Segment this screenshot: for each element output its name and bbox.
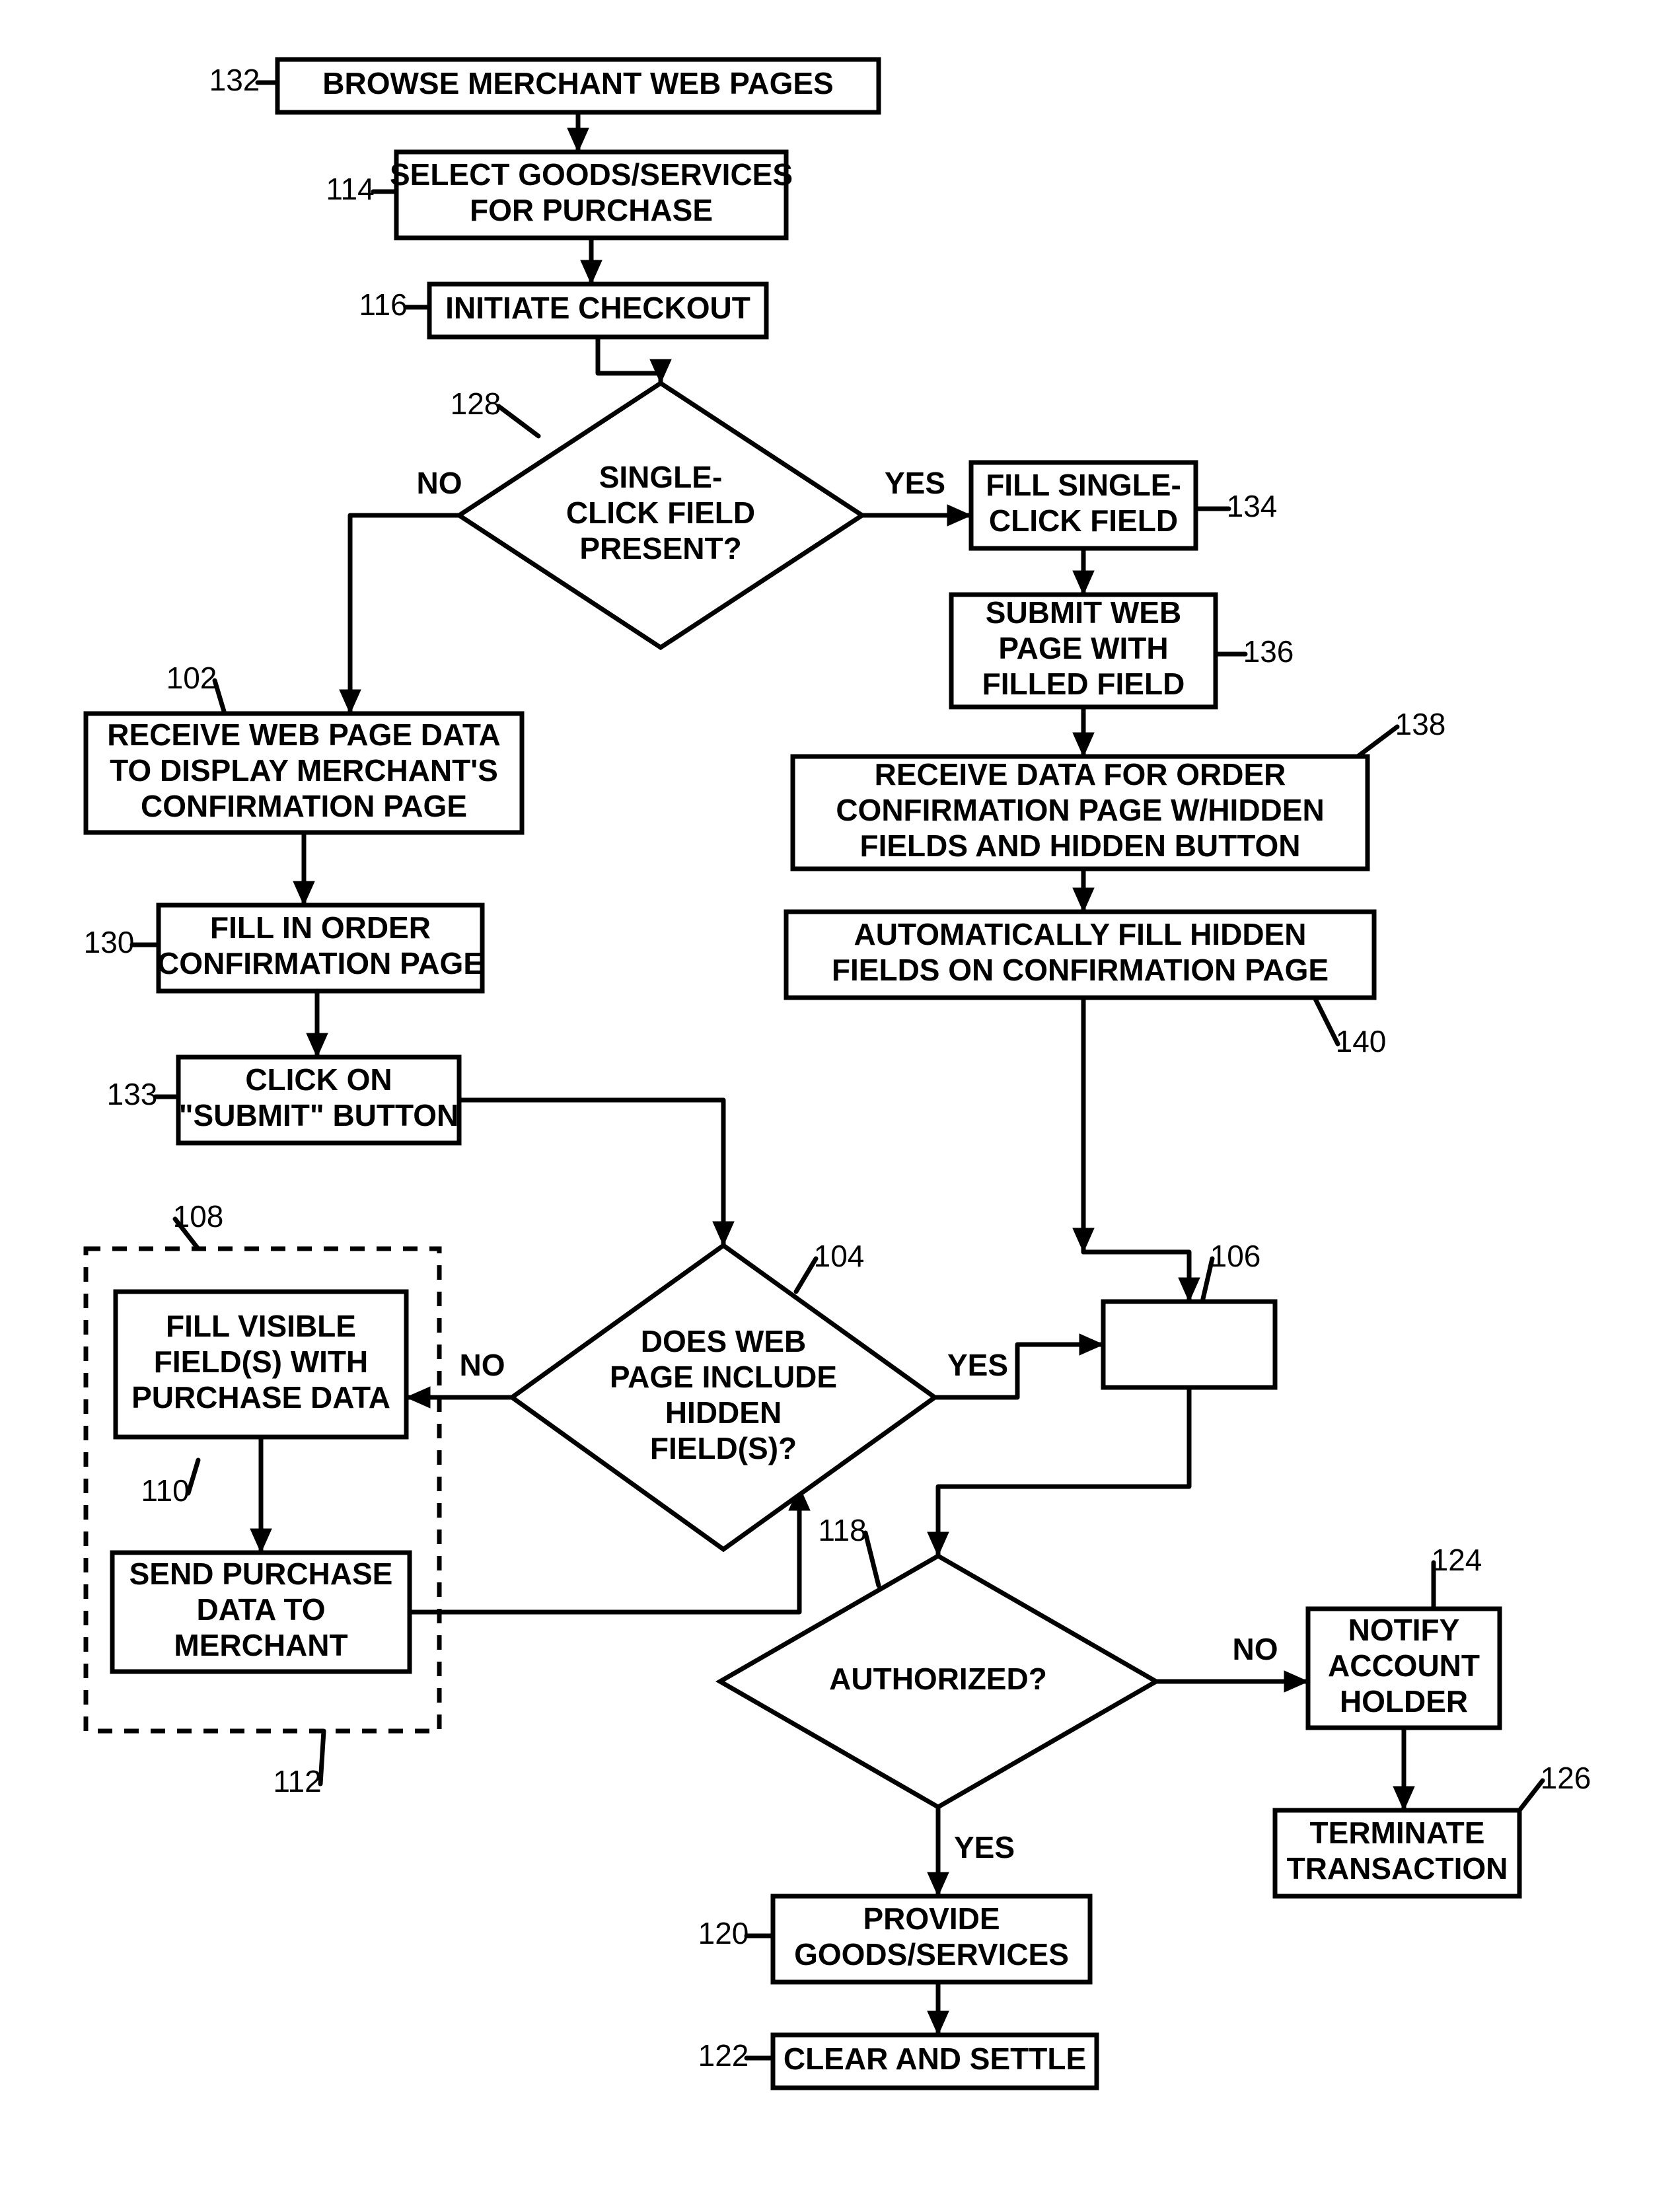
svg-text:RECEIVE DATA FOR ORDERCONFIRMA: RECEIVE DATA FOR ORDERCONFIRMATION PAGE … [836, 757, 1324, 863]
ref-label: 140 [1336, 1024, 1387, 1058]
edge-label: NO [460, 1348, 505, 1382]
ref-label: 106 [1210, 1239, 1261, 1273]
edge-label: YES [947, 1348, 1008, 1382]
svg-text:AUTHORIZED?: AUTHORIZED? [829, 1662, 1047, 1696]
ref-label: 122 [698, 2038, 749, 2073]
ref-label: 120 [698, 1916, 749, 1950]
ref-label: 102 [166, 661, 217, 695]
flowchart: NO YES NO YES NO YES BROWSE MERCHANT WEB PAGES… [0, 0, 1680, 2212]
ref-label: 132 [209, 63, 260, 97]
svg-text:INITIATE CHECKOUT: INITIATE CHECKOUT [445, 291, 750, 325]
ref-label: 136 [1243, 634, 1294, 669]
ref-label: 138 [1395, 707, 1446, 741]
svg-text:NOTIFYACCOUNTHOLDER: NOTIFYACCOUNTHOLDER [1328, 1613, 1480, 1718]
ref-label: 110 [141, 1473, 189, 1508]
ref-label: 124 [1432, 1543, 1482, 1577]
ref-label: 126 [1541, 1761, 1591, 1795]
ref-label: 104 [814, 1239, 865, 1273]
process-box [1103, 1302, 1275, 1387]
svg-text:RECEIVE WEB PAGE DATATO DISPLA: RECEIVE WEB PAGE DATATO DISPLAY MERCHANT… [107, 718, 500, 823]
edge-label: NO [1233, 1632, 1278, 1666]
ref-label: 114 [326, 172, 374, 206]
svg-text:FILL VISIBLEFIELD(S) WITHPURCH: FILL VISIBLEFIELD(S) WITHPURCHASE DATA [131, 1309, 390, 1415]
ref-label: 116 [359, 287, 407, 322]
ref-label: 118 [818, 1513, 866, 1547]
ref-label: 108 [173, 1199, 224, 1234]
edge-label: YES [954, 1830, 1015, 1864]
edge-label: NO [417, 466, 462, 500]
edge-label: YES [885, 466, 945, 500]
svg-text:CLEAR AND SETTLE: CLEAR AND SETTLE [784, 2042, 1086, 2076]
ref-label: 112 [273, 1764, 321, 1798]
ref-label: 134 [1227, 489, 1278, 523]
svg-text:BROWSE MERCHANT WEB PAGES: BROWSE MERCHANT WEB PAGES [322, 66, 834, 100]
ref-label: 130 [84, 925, 135, 959]
svg-text:SUBMIT WEBPAGE WITHFILLED FIEL: SUBMIT WEBPAGE WITHFILLED FIELD [982, 595, 1185, 701]
ref-label: 128 [451, 387, 501, 421]
ref-label: 133 [107, 1077, 158, 1111]
